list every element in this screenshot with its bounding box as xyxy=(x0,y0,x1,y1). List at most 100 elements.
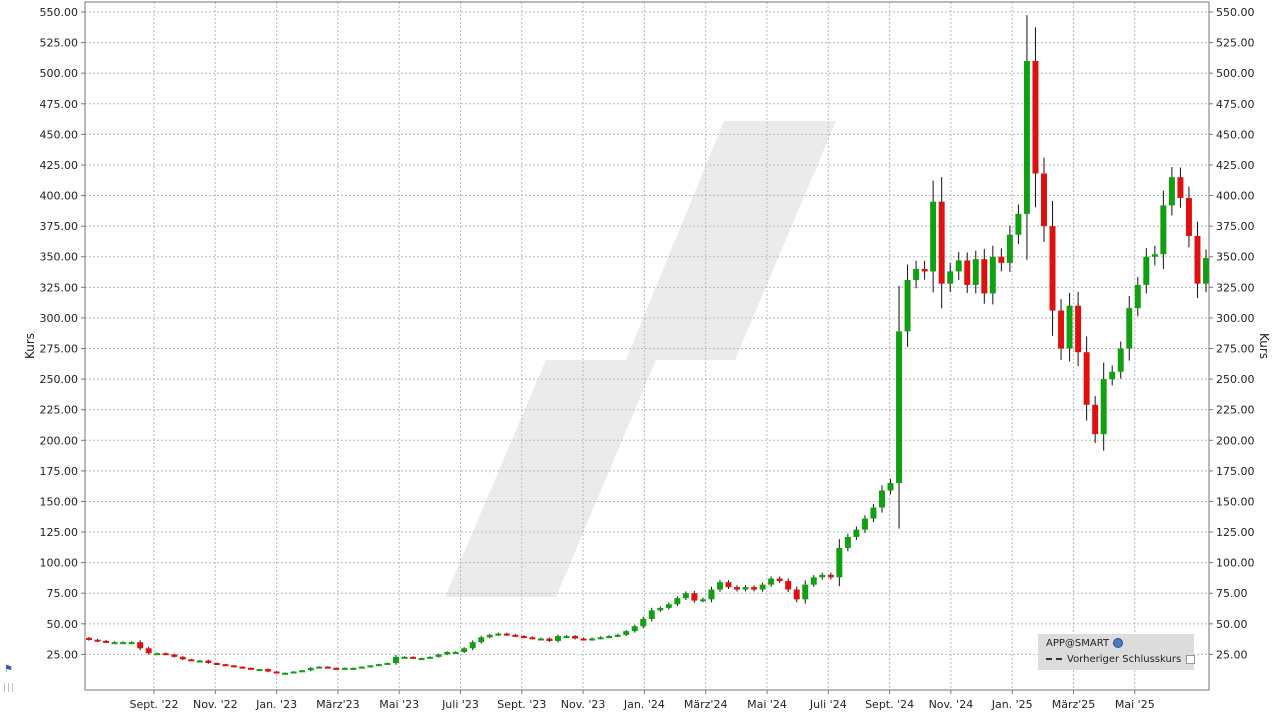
y-tick-label: 350.00 xyxy=(40,251,79,264)
candle-body xyxy=(179,656,186,660)
candle-body xyxy=(674,598,681,605)
y-tick-label: 75.00 xyxy=(47,587,79,600)
candle-body xyxy=(964,260,971,285)
candle-body xyxy=(495,633,502,636)
candle-body xyxy=(904,279,911,332)
candle-body xyxy=(682,593,689,599)
candle-body xyxy=(350,667,357,670)
y-tick-label: 175.00 xyxy=(40,465,79,478)
candle-body xyxy=(128,642,135,645)
candle-body xyxy=(333,667,340,670)
candle-body xyxy=(537,638,544,641)
candle-body xyxy=(1058,310,1065,349)
y-tick-label: 300.00 xyxy=(1216,312,1255,325)
x-tick-label: Sept. '23 xyxy=(497,698,546,711)
candle-body xyxy=(989,256,996,294)
candle-body xyxy=(947,271,954,284)
y-tick-label: 275.00 xyxy=(40,343,79,356)
y-tick-label: 375.00 xyxy=(40,220,79,233)
candle-body xyxy=(427,656,434,659)
y-tick-label: 25.00 xyxy=(1216,648,1248,661)
candle-body xyxy=(1100,379,1107,435)
candle-body xyxy=(759,584,766,590)
candle-body xyxy=(478,637,485,643)
y-tick-label: 450.00 xyxy=(40,128,79,141)
candle-body xyxy=(776,578,783,581)
candle-body xyxy=(665,604,672,608)
y-tick-label: 500.00 xyxy=(40,67,79,80)
x-tick-labels: Sept. '22 Nov. '22 Jan. '23 März'23 Mai '23 J… xyxy=(129,690,1155,711)
candle-body xyxy=(171,654,178,657)
candle-body xyxy=(734,587,741,590)
candle-body xyxy=(572,636,579,639)
x-tick-label: Nov. '24 xyxy=(929,698,974,711)
candle-body xyxy=(86,637,92,640)
candle-body xyxy=(930,201,937,272)
x-tick-label: Jan. '25 xyxy=(991,698,1033,711)
candle-body xyxy=(563,636,570,639)
bars-icon: ||| xyxy=(3,683,16,693)
checkbox-icon[interactable] xyxy=(1186,654,1196,664)
candle-body xyxy=(1177,177,1184,199)
y-tick-label: 300.00 xyxy=(40,312,79,325)
y-tick-label: 25.00 xyxy=(47,648,79,661)
flag-icon[interactable]: ⚑ xyxy=(4,664,13,675)
candle-body xyxy=(640,618,647,627)
y-tick-label: 125.00 xyxy=(40,526,79,539)
candle-body xyxy=(1185,198,1192,236)
candle-body xyxy=(708,589,715,600)
candle-body xyxy=(512,634,519,637)
candle-body xyxy=(290,671,297,674)
candle-body xyxy=(631,626,638,632)
candle-body xyxy=(401,656,408,659)
candle-body xyxy=(410,656,416,659)
candle-body xyxy=(938,201,945,284)
legend: APP@SMART Vorheriger Schlusskurs xyxy=(1038,634,1196,670)
candle-body xyxy=(94,639,101,642)
y-tick-label: 50.00 xyxy=(1216,618,1248,631)
y-tick-label: 275.00 xyxy=(1216,343,1255,356)
candle-body xyxy=(597,637,604,640)
candle-body xyxy=(716,582,723,590)
grid-lines xyxy=(85,2,1209,690)
candle-body xyxy=(120,642,127,645)
candle-body xyxy=(444,651,451,655)
candle-body xyxy=(1203,257,1209,284)
candle-body xyxy=(972,259,979,285)
candle-body xyxy=(785,580,792,590)
legend-previous-close: Vorheriger Schlusskurs xyxy=(1067,654,1182,665)
candle-body xyxy=(819,574,826,578)
candle-body xyxy=(358,666,365,669)
globe-icon[interactable] xyxy=(1113,638,1124,648)
y-tick-label: 475.00 xyxy=(40,98,79,111)
candle-body xyxy=(844,536,851,548)
candle-body xyxy=(793,589,800,600)
candle-body xyxy=(648,610,655,619)
y-tick-label: 225.00 xyxy=(40,404,79,417)
candle-body xyxy=(188,659,195,662)
candle-body xyxy=(222,664,229,667)
candle-body xyxy=(1023,60,1030,214)
x-tick-label: März'24 xyxy=(684,698,728,711)
candle-body xyxy=(154,653,161,656)
candle-body xyxy=(452,651,459,654)
candle-body xyxy=(111,642,118,645)
x-tick-label: Jan. '24 xyxy=(623,698,665,711)
candle-body xyxy=(836,547,843,578)
candle-body xyxy=(1134,284,1141,309)
candle-body xyxy=(802,584,809,600)
candle-body xyxy=(1117,348,1124,372)
candle-body xyxy=(623,631,630,635)
y-tick-label: 550.00 xyxy=(1216,6,1255,19)
candle-body xyxy=(887,483,894,491)
candle-body xyxy=(145,648,152,654)
candle-body xyxy=(699,599,706,602)
x-tick-label: Mai '25 xyxy=(1115,698,1155,711)
candle-body xyxy=(213,662,220,665)
y-tick-label: 250.00 xyxy=(1216,373,1255,386)
y-tick-label: 225.00 xyxy=(1216,404,1255,417)
candle-body xyxy=(265,669,272,672)
candle-body xyxy=(341,667,348,670)
candle-body xyxy=(1160,205,1167,255)
